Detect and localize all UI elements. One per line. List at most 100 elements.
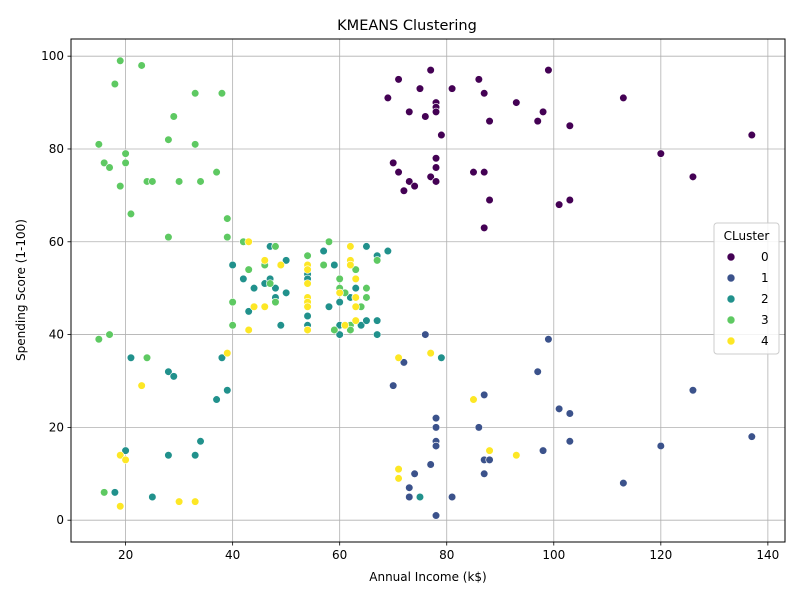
data-point-cluster-1 [431,414,441,423]
y-tick-label: 20 [49,420,64,434]
data-point-cluster-4 [340,321,350,330]
data-point-cluster-3 [100,158,109,167]
data-point-cluster-2 [164,451,173,460]
data-point-cluster-0 [405,177,414,186]
legend-label-cluster-2: 2 [761,292,769,306]
data-point-cluster-1 [555,404,564,413]
data-point-cluster-2 [335,298,344,307]
x-tick-label: 20 [118,548,133,562]
data-point-cluster-4 [191,497,200,506]
data-point-cluster-3 [191,89,200,98]
data-point-cluster-4 [512,451,521,460]
data-points [94,56,756,520]
data-point-cluster-1 [431,441,441,451]
data-point-cluster-0 [394,75,403,84]
data-point-cluster-0 [421,112,430,121]
data-point-cluster-4 [116,451,125,460]
data-point-cluster-4 [260,302,269,311]
data-point-cluster-3 [223,233,232,242]
data-point-cluster-0 [410,181,419,191]
data-point-cluster-2 [223,386,232,395]
legend-marker-cluster-3 [726,315,736,325]
data-point-cluster-3 [324,237,334,246]
legend-label-cluster-3: 3 [761,313,769,327]
data-point-cluster-1 [533,367,542,376]
data-point-cluster-3 [137,61,146,70]
legend-title: CLuster [724,229,770,243]
data-point-cluster-3 [212,168,221,177]
data-point-cluster-3 [217,89,227,98]
x-tick-label: 80 [439,548,454,562]
data-point-cluster-2 [239,274,248,283]
data-point-cluster-1 [688,386,698,395]
data-point-cluster-3 [105,163,114,172]
data-point-cluster-3 [126,209,136,219]
data-point-cluster-0 [688,172,698,181]
data-point-cluster-3 [121,149,130,158]
chart-title: KMEANS Clustering [337,18,477,34]
data-point-cluster-2 [212,395,221,404]
data-point-cluster-3 [94,140,103,149]
data-point-cluster-0 [389,158,398,167]
data-point-cluster-3 [319,260,328,270]
data-point-cluster-4 [394,465,403,474]
data-point-cluster-0 [555,200,564,209]
data-point-cluster-0 [469,168,478,177]
legend-label-cluster-0: 0 [761,250,769,264]
data-point-cluster-4 [303,279,312,288]
data-point-cluster-2 [228,260,237,270]
data-point-cluster-2 [437,353,446,362]
data-point-cluster-3 [94,335,103,344]
data-point-cluster-3 [362,284,371,293]
data-point-cluster-2 [335,330,344,339]
data-point-cluster-0 [383,93,392,103]
data-point-cluster-0 [544,65,553,75]
y-tick-label: 0 [56,513,64,527]
data-point-cluster-0 [480,89,489,98]
data-point-cluster-2 [383,246,392,256]
data-point-cluster-2 [110,488,119,497]
x-axis-ticks: 20 40 60 80 100 120 140 [118,542,779,562]
data-point-cluster-4 [426,349,435,358]
data-point-cluster-4 [351,274,360,283]
data-point-cluster-3 [223,214,232,223]
data-point-cluster-0 [405,107,414,116]
data-point-cluster-0 [431,154,441,163]
legend-marker-cluster-4 [726,336,736,346]
data-point-cluster-4 [244,325,253,335]
data-point-cluster-1 [538,446,548,455]
data-point-cluster-3 [330,325,339,335]
data-point-cluster-2 [191,451,200,460]
data-point-cluster-2 [271,284,280,293]
data-point-cluster-0 [394,168,403,177]
data-point-cluster-4 [351,316,360,325]
data-point-cluster-3 [121,158,130,167]
data-point-cluster-2 [373,330,382,339]
data-point-cluster-2 [164,367,173,376]
data-point-cluster-4 [116,502,125,511]
data-point-cluster-2 [217,353,227,362]
data-point-cluster-0 [480,168,489,177]
data-point-cluster-4 [249,302,259,311]
data-point-cluster-0 [538,107,548,116]
data-point-cluster-2 [362,242,371,251]
data-point-cluster-4 [351,302,360,311]
data-point-cluster-4 [276,260,285,270]
data-point-cluster-0 [512,98,521,107]
data-point-cluster-0 [565,195,574,205]
data-point-cluster-4 [303,302,312,311]
legend-label-cluster-4: 4 [761,334,769,348]
x-axis-label: Annual Income (k$) [369,570,486,584]
data-point-cluster-4 [175,497,184,506]
data-point-cluster-3 [148,177,157,186]
data-point-cluster-2 [351,284,360,293]
data-point-cluster-2 [324,302,334,311]
data-point-cluster-1 [565,437,574,446]
y-tick-label: 100 [41,49,64,63]
data-point-cluster-4 [394,353,403,362]
data-point-cluster-0 [480,223,489,232]
x-tick-label: 60 [332,548,347,562]
data-point-cluster-4 [469,395,478,404]
